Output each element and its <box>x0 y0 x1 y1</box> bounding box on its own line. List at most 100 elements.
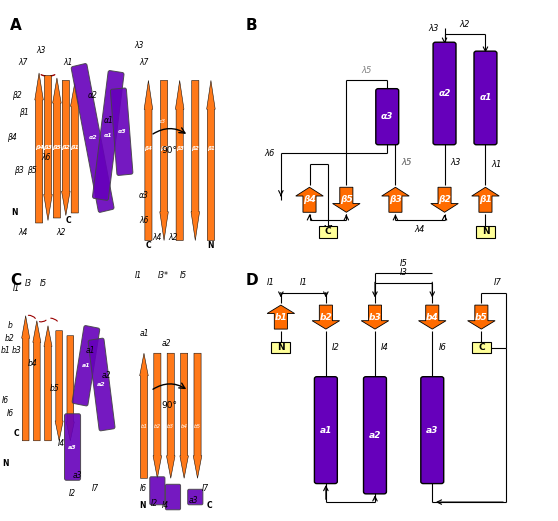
Text: I1: I1 <box>267 278 275 287</box>
Text: I6: I6 <box>7 409 13 418</box>
Text: λ2: λ2 <box>57 229 66 238</box>
Text: λ4: λ4 <box>19 229 28 238</box>
Text: β3: β3 <box>389 195 402 204</box>
Polygon shape <box>193 353 202 478</box>
Text: b5: b5 <box>194 424 201 429</box>
Text: a3: a3 <box>72 472 82 480</box>
FancyBboxPatch shape <box>474 51 497 145</box>
Polygon shape <box>44 76 52 220</box>
FancyBboxPatch shape <box>271 342 290 353</box>
Text: I6: I6 <box>140 484 147 493</box>
Polygon shape <box>191 80 200 241</box>
Text: λ4: λ4 <box>153 233 162 242</box>
Text: I1: I1 <box>135 271 142 280</box>
Text: β2: β2 <box>191 146 199 152</box>
Text: λ7: λ7 <box>19 58 28 67</box>
Text: β1: β1 <box>70 145 79 151</box>
Polygon shape <box>267 305 295 329</box>
Text: α3: α3 <box>158 119 166 124</box>
FancyBboxPatch shape <box>187 489 203 505</box>
Text: β1: β1 <box>18 108 28 117</box>
Text: β5: β5 <box>52 145 61 151</box>
Text: α3: α3 <box>381 112 393 121</box>
FancyBboxPatch shape <box>376 89 399 145</box>
Text: a3: a3 <box>189 497 198 505</box>
FancyBboxPatch shape <box>476 226 495 238</box>
Text: I7: I7 <box>202 484 209 493</box>
Text: b4: b4 <box>181 424 187 429</box>
Polygon shape <box>70 83 79 213</box>
Text: β2: β2 <box>438 195 451 204</box>
Text: a2: a2 <box>162 339 171 348</box>
Text: I3: I3 <box>25 279 31 288</box>
Text: λ3: λ3 <box>451 158 461 167</box>
Text: a2: a2 <box>97 382 106 387</box>
FancyBboxPatch shape <box>110 88 133 176</box>
Text: I1: I1 <box>300 278 307 287</box>
Text: α3: α3 <box>117 129 126 134</box>
Text: α1: α1 <box>104 133 113 138</box>
Text: β4: β4 <box>303 195 316 204</box>
Text: b5: b5 <box>50 384 60 393</box>
Text: β4: β4 <box>35 145 44 151</box>
Polygon shape <box>160 80 169 241</box>
Text: b1: b1 <box>141 424 147 429</box>
Text: b3: b3 <box>167 424 174 429</box>
Polygon shape <box>22 316 30 441</box>
Text: I5: I5 <box>400 259 407 268</box>
Text: C: C <box>206 501 212 510</box>
Text: λ6: λ6 <box>41 154 50 163</box>
Text: b4: b4 <box>27 359 37 368</box>
Text: a3: a3 <box>426 426 439 435</box>
Text: B: B <box>246 18 258 33</box>
Text: I2: I2 <box>151 499 158 508</box>
Text: b5: b5 <box>475 313 488 321</box>
Polygon shape <box>140 353 148 478</box>
Polygon shape <box>296 187 323 212</box>
Text: a1: a1 <box>85 346 95 355</box>
Text: b4: b4 <box>426 313 439 321</box>
Text: α2: α2 <box>88 91 98 100</box>
Polygon shape <box>418 305 446 329</box>
Text: 90°: 90° <box>162 401 177 410</box>
Polygon shape <box>312 305 340 329</box>
Text: I5: I5 <box>40 279 47 288</box>
Text: C: C <box>478 343 485 352</box>
FancyBboxPatch shape <box>65 414 80 480</box>
Text: I6: I6 <box>439 343 446 352</box>
Polygon shape <box>431 187 458 212</box>
Text: λ1: λ1 <box>492 159 502 168</box>
Text: β3: β3 <box>44 145 52 151</box>
Text: α2: α2 <box>169 94 177 99</box>
Text: A: A <box>10 18 22 33</box>
Text: α3: α3 <box>139 191 149 200</box>
FancyBboxPatch shape <box>314 377 338 483</box>
Text: I7: I7 <box>92 484 98 493</box>
Text: λ2: λ2 <box>169 233 177 242</box>
Text: a1: a1 <box>320 426 332 435</box>
Text: λ3: λ3 <box>135 41 144 50</box>
Text: λ5: λ5 <box>402 158 412 167</box>
Text: b2: b2 <box>320 313 332 321</box>
Text: λ3: λ3 <box>37 46 46 55</box>
Polygon shape <box>180 353 189 478</box>
Text: C: C <box>325 228 331 237</box>
Text: α1: α1 <box>103 116 113 125</box>
FancyBboxPatch shape <box>165 485 181 510</box>
Text: C: C <box>14 429 20 438</box>
Text: α1: α1 <box>479 93 492 103</box>
Polygon shape <box>35 73 44 223</box>
Polygon shape <box>52 78 61 218</box>
Text: a2: a2 <box>101 371 111 380</box>
Text: β1: β1 <box>479 195 492 204</box>
Polygon shape <box>61 80 70 216</box>
Text: β4: β4 <box>7 133 17 142</box>
Text: λ6: λ6 <box>264 149 275 158</box>
Text: λ1: λ1 <box>64 58 73 67</box>
FancyBboxPatch shape <box>72 326 100 406</box>
Text: C: C <box>65 216 71 225</box>
Text: I4: I4 <box>381 343 389 352</box>
Text: β3: β3 <box>176 146 184 152</box>
Text: I2: I2 <box>69 489 76 498</box>
Text: I3*: I3* <box>157 271 169 280</box>
